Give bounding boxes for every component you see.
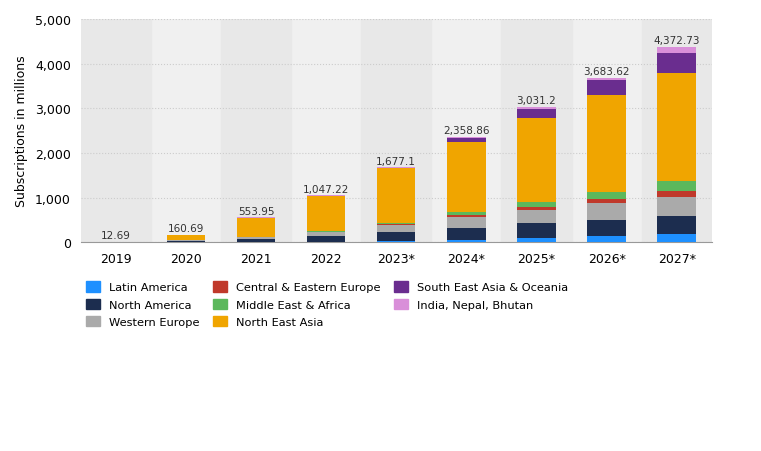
Bar bbox=[587, 204, 626, 221]
Bar bbox=[377, 226, 416, 233]
Bar bbox=[377, 225, 416, 226]
Bar bbox=[377, 223, 416, 225]
Bar bbox=[361, 20, 431, 243]
Bar bbox=[307, 237, 345, 242]
Bar bbox=[447, 228, 486, 241]
Bar bbox=[658, 48, 696, 54]
Bar bbox=[167, 235, 205, 240]
Bar bbox=[517, 202, 556, 207]
Text: 553.95: 553.95 bbox=[237, 207, 274, 216]
Bar bbox=[447, 216, 486, 217]
Text: 1,047.22: 1,047.22 bbox=[303, 184, 349, 194]
Text: 12.69: 12.69 bbox=[100, 230, 131, 240]
Bar bbox=[587, 81, 626, 96]
Bar bbox=[658, 198, 696, 217]
Bar bbox=[587, 96, 626, 192]
Bar bbox=[658, 235, 696, 243]
Bar bbox=[307, 231, 345, 232]
Bar bbox=[517, 108, 556, 110]
Bar bbox=[377, 242, 416, 243]
Bar bbox=[587, 78, 626, 81]
Bar bbox=[587, 192, 626, 199]
Bar bbox=[237, 240, 275, 243]
Bar bbox=[377, 168, 416, 169]
Bar bbox=[587, 199, 626, 204]
Bar bbox=[517, 210, 556, 224]
Bar bbox=[377, 169, 416, 223]
Text: 1,677.1: 1,677.1 bbox=[376, 156, 416, 166]
Bar bbox=[517, 224, 556, 239]
Bar bbox=[587, 237, 626, 243]
Bar bbox=[167, 241, 205, 243]
Bar bbox=[81, 20, 151, 243]
Bar bbox=[307, 232, 345, 237]
Bar bbox=[447, 217, 486, 228]
Bar bbox=[517, 118, 556, 202]
Bar bbox=[587, 221, 626, 237]
Text: 3,683.62: 3,683.62 bbox=[584, 67, 630, 77]
Bar bbox=[658, 192, 696, 198]
Text: 3,031.2: 3,031.2 bbox=[517, 96, 556, 106]
Bar bbox=[237, 218, 275, 237]
Bar bbox=[642, 20, 712, 243]
Bar bbox=[447, 241, 486, 243]
Bar bbox=[517, 110, 556, 118]
Text: 4,372.73: 4,372.73 bbox=[654, 37, 700, 46]
Text: 2,358.86: 2,358.86 bbox=[443, 126, 489, 136]
Legend: Latin America, North America, Western Europe, Central & Eastern Europe, Middle E: Latin America, North America, Western Eu… bbox=[86, 282, 568, 327]
Bar bbox=[221, 20, 291, 243]
Y-axis label: Subscriptions in millions: Subscriptions in millions bbox=[15, 55, 28, 207]
Bar bbox=[517, 239, 556, 243]
Bar bbox=[658, 54, 696, 74]
Bar bbox=[307, 197, 345, 231]
Bar bbox=[237, 238, 275, 240]
Bar bbox=[307, 196, 345, 197]
Bar bbox=[447, 213, 486, 216]
Bar bbox=[501, 20, 572, 243]
Bar bbox=[658, 182, 696, 192]
Bar bbox=[658, 217, 696, 235]
Bar bbox=[447, 138, 486, 143]
Bar bbox=[517, 207, 556, 210]
Text: 160.69: 160.69 bbox=[167, 224, 204, 234]
Bar bbox=[377, 233, 416, 242]
Bar bbox=[447, 143, 486, 213]
Bar bbox=[658, 74, 696, 182]
